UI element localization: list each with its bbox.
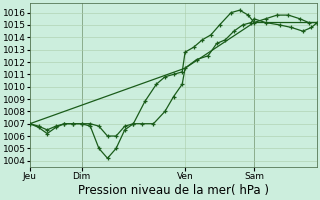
- X-axis label: Pression niveau de la mer( hPa ): Pression niveau de la mer( hPa ): [78, 184, 269, 197]
